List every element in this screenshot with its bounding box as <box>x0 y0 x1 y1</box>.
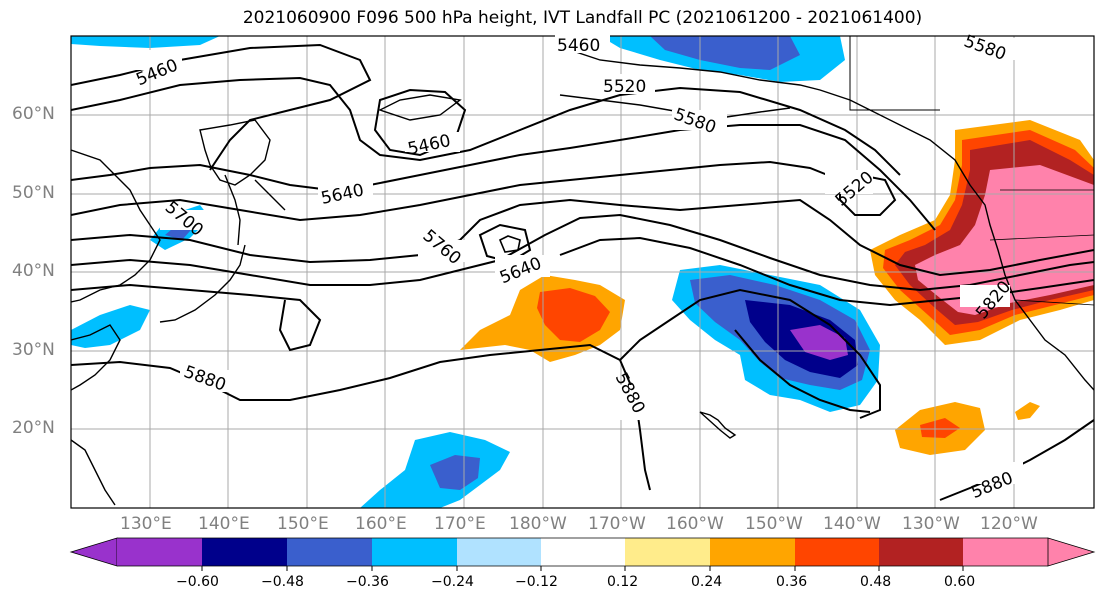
colorbar-swatch <box>963 538 1048 566</box>
colorbar-tick-label: −0.24 <box>431 574 474 590</box>
colorbar-tick-label: −0.12 <box>515 574 558 590</box>
colorbar-swatch <box>202 538 287 566</box>
colorbar-swatch <box>117 538 202 566</box>
graticule <box>71 36 1094 508</box>
lat-label: 30°N <box>12 340 55 360</box>
lon-label: 170°E <box>434 514 486 534</box>
colorbar-tick-label: −0.36 <box>346 574 389 590</box>
colorbar-tick-label: 0.24 <box>691 574 723 590</box>
lat-label: 20°N <box>12 418 55 438</box>
colorbar <box>69 537 1096 571</box>
lon-label: 180°W <box>509 514 567 534</box>
lat-label: 50°N <box>12 183 55 203</box>
ivt-negative-region-south-2 <box>430 455 480 490</box>
colorbar-swatch <box>457 538 541 566</box>
lat-label: 60°N <box>12 104 55 124</box>
lon-label: 130°W <box>902 514 960 534</box>
ivt-positive-region-south-2 <box>920 418 960 438</box>
contour-label: 5460 <box>557 36 600 56</box>
colorbar-tick-label: 0.60 <box>944 574 976 590</box>
ivt-positive-region-south-3 <box>1015 402 1040 420</box>
colorbar-swatch <box>287 538 372 566</box>
colorbar-extend-high <box>1047 537 1096 567</box>
lat-label: 40°N <box>12 261 55 281</box>
lon-label: 160°W <box>666 514 724 534</box>
colorbar-tick-label: −0.48 <box>261 574 304 590</box>
map-title: 2021060900 F096 500 hPa height, IVT Land… <box>242 8 923 28</box>
colorbar-swatch <box>372 538 457 566</box>
lon-label: 130°E <box>120 514 172 534</box>
lon-label: 150°E <box>277 514 329 534</box>
ivt-positive-region-west-coast-4 <box>915 165 1094 315</box>
contour-label: 5520 <box>603 77 646 97</box>
colorbar-swatch <box>541 538 625 566</box>
lon-label: 160°E <box>355 514 407 534</box>
colorbar-swatch <box>625 538 710 566</box>
colorbar-tick-label: −0.60 <box>176 574 219 590</box>
colorbar-tick-label: 0.36 <box>776 574 808 590</box>
colorbar-swatch <box>879 538 963 566</box>
colorbar-tick-label: 0.12 <box>607 574 639 590</box>
lon-label: 140°E <box>198 514 250 534</box>
lon-label: 150°W <box>745 514 803 534</box>
lon-label: 170°W <box>588 514 646 534</box>
colorbar-extend-low <box>69 537 118 567</box>
ivt-negative-region-nw <box>71 36 220 48</box>
ivt-negative-region-north-2 <box>650 36 800 70</box>
lon-label: 140°W <box>823 514 881 534</box>
lon-label: 120°W <box>980 514 1038 534</box>
colorbar-tick-label: 0.48 <box>860 574 892 590</box>
colorbar-swatch <box>710 538 795 566</box>
ivt-positive-region-central-2 <box>537 288 610 342</box>
colorbar-swatch <box>795 538 879 566</box>
